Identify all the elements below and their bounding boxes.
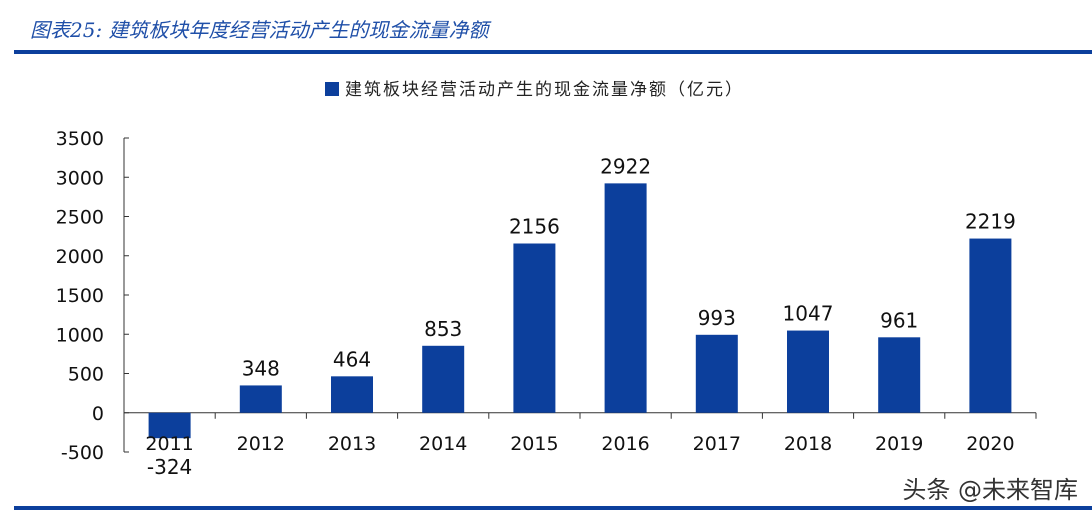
y-tick-label: 2000 — [56, 246, 104, 268]
data-label: 853 — [424, 317, 462, 341]
data-label: 2922 — [600, 154, 651, 178]
bar-2011 — [148, 412, 191, 439]
y-tick-label: 1500 — [56, 285, 104, 307]
y-tick-label: 0 — [92, 403, 104, 425]
bar-2017 — [695, 334, 738, 413]
data-label: 993 — [698, 306, 736, 330]
y-tick-label: 3000 — [56, 167, 104, 189]
y-tick-label: 3500 — [56, 128, 104, 150]
y-tick-label: -500 — [61, 442, 104, 464]
data-label: 2219 — [965, 210, 1016, 234]
x-tick-label: 2017 — [693, 433, 741, 455]
bar-2018 — [787, 330, 829, 413]
bottom-divider — [14, 506, 1092, 510]
x-tick-label: 2014 — [419, 433, 467, 455]
bar-2014 — [422, 345, 465, 413]
x-tick-label: 2020 — [966, 433, 1014, 455]
bar-2013 — [331, 376, 373, 413]
y-tick-label: 1000 — [56, 324, 104, 346]
bar-2012 — [239, 385, 282, 413]
data-label: -324 — [147, 455, 192, 479]
x-tick-label: 2013 — [328, 433, 376, 455]
data-label: 464 — [333, 347, 371, 371]
y-tick-label: 2500 — [56, 207, 104, 229]
x-tick-label: 2011 — [145, 433, 193, 455]
x-tick-label: 2012 — [237, 433, 285, 455]
y-tick-label: 500 — [68, 364, 104, 386]
data-label: 1047 — [783, 302, 834, 326]
legend-swatch — [325, 82, 339, 96]
figure-title: 图表25: 建筑板块年度经营活动产生的现金流量净额 — [30, 18, 489, 42]
title-divider — [14, 50, 1092, 54]
x-tick-label: 2018 — [784, 433, 832, 455]
data-label: 348 — [242, 356, 280, 380]
x-tick-label: 2019 — [875, 433, 923, 455]
watermark: 头条 @未来智库 — [902, 476, 1078, 504]
bar-2016 — [604, 183, 647, 413]
data-label: 961 — [880, 308, 918, 332]
data-label: 2156 — [509, 215, 560, 239]
bar-2019 — [878, 337, 921, 413]
legend-label: 建筑板块经营活动产生的现金流量净额（亿元） — [345, 80, 744, 100]
x-tick-label: 2016 — [601, 433, 649, 455]
x-tick-label: 2015 — [510, 433, 558, 455]
bar-2020 — [969, 238, 1012, 413]
bar-2015 — [513, 243, 556, 413]
